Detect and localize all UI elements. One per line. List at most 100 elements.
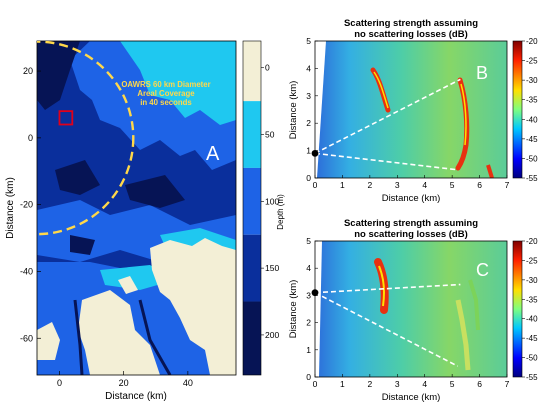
c-x-tick-label: 2 (367, 379, 372, 389)
depth-colorbar-tick-label: 200 (265, 330, 279, 340)
b-y-tick-label: 2 (306, 118, 311, 128)
depth-colorbar-tick-label: 50 (265, 130, 275, 140)
depth-colorbar-band (243, 301, 261, 375)
depth-colorbar-band (243, 167, 261, 235)
c-colorbar-tick-label: -50 (526, 354, 538, 363)
c-y-tick-label: 5 (306, 236, 311, 246)
b-title-line-2: no scattering losses (dB) (354, 29, 468, 40)
c-y-axis-label: Distance (km) (288, 280, 299, 339)
b-beam-edge-upper (314, 78, 461, 155)
bathymetry-map (37, 41, 236, 375)
c-beam-edge-upper (314, 283, 461, 294)
c-x-tick-label: 3 (395, 379, 400, 389)
panel-label-c: C (476, 260, 489, 280)
b-y-tick-label: 5 (306, 36, 311, 46)
depth-colorbar-tick-label: 100 (265, 196, 279, 206)
c-x-tick-label: 7 (505, 379, 510, 389)
b-source-marker (311, 149, 319, 157)
depth-colorbar-band (243, 234, 261, 302)
b-colorbar-tick-label: -45 (526, 135, 538, 144)
b-x-tick-label: 0 (313, 180, 318, 190)
scattering-panel-c: Scattering strength assuming no scatteri… (288, 218, 538, 403)
b-colorbar-tick-label: -40 (526, 115, 538, 124)
c-y-tick-label: 3 (306, 290, 311, 300)
depth-colorbar-frame (242, 40, 262, 376)
b-x-axis-label: Distance (km) (382, 193, 441, 204)
b-y-axis-label: Distance (km) (288, 81, 299, 140)
b-colorbar-tick-label: -25 (526, 57, 538, 66)
b-title-line-1: Scattering strength assuming (344, 18, 478, 29)
a-y-axis-label: Distance (km) (5, 177, 16, 239)
bathymetry-panel: OAWRS 60 km Diameter Areal Coverage in 4… (5, 40, 285, 402)
b-y-tick-label: 3 (306, 91, 311, 101)
c-colorbar-tick-label: -25 (526, 256, 538, 265)
c-y-ticks: 0 1 2 3 4 5 (306, 236, 318, 382)
c-x-axis-label: Distance (km) (382, 392, 441, 403)
c-source-marker (311, 289, 319, 297)
b-x-tick-label: 1 (340, 180, 345, 190)
b-colorbar-tick-label: -50 (526, 154, 538, 163)
a-y-tick-label: 20 (23, 66, 33, 76)
c-title-line-2: no scattering losses (dB) (354, 229, 468, 240)
b-x-tick-label: 2 (367, 180, 372, 190)
a-y-ticks: 20 0 -20 -40 -60 (20, 66, 41, 343)
depth-colorbar: 0 50 100 150 200 (242, 40, 279, 376)
b-colorbar-tick-label: -30 (526, 76, 538, 85)
coverage-circle (37, 41, 135, 236)
panel-label-a: A (206, 143, 220, 165)
b-sonar-image (315, 41, 507, 178)
c-colorbar-ticks: -20 -25 -30 -35 -40 -45 -50 -55 (522, 237, 538, 382)
c-x-tick-label: 6 (477, 379, 482, 389)
b-y-tick-label: 0 (306, 173, 311, 183)
b-colorbar-tick-label: -20 (526, 37, 538, 46)
depth-colorbar-band (243, 41, 261, 102)
a-y-tick-label: -60 (20, 333, 33, 343)
c-y-tick-label: 0 (306, 372, 311, 382)
panel-label-b: B (476, 63, 488, 83)
annotation-line-2: Areal Coverage (137, 89, 195, 98)
c-beam-edge-lower (314, 291, 458, 367)
b-x-tick-label: 7 (505, 180, 510, 190)
a-y-tick-label: -40 (20, 266, 33, 276)
depth-colorbar-band (243, 101, 261, 168)
scattering-panel-b: Scattering strength assuming no scatteri… (288, 18, 538, 204)
c-x-tick-label: 4 (422, 379, 427, 389)
b-colorbar-tick-label: -35 (526, 96, 538, 105)
b-x-tick-label: 5 (450, 180, 455, 190)
marker-square (58, 110, 74, 126)
c-x-tick-label: 5 (450, 379, 455, 389)
depth-colorbar-label: Depth (m) (276, 194, 285, 230)
c-colorbar-tick-label: -55 (526, 373, 538, 382)
b-colorbar (512, 40, 523, 179)
a-y-tick-label: -20 (20, 200, 33, 210)
annotation-line-3: in 40 seconds (140, 98, 192, 107)
a-x-axis-label: Distance (km) (105, 391, 167, 402)
c-title-line-1: Scattering strength assuming (344, 218, 478, 229)
c-colorbar-tick-label: -40 (526, 315, 538, 324)
c-colorbar-tick-label: -35 (526, 295, 538, 304)
depth-colorbar-tick-label: 150 (265, 263, 279, 273)
depth-colorbar-tick-label: 0 (265, 63, 270, 73)
c-x-tick-label: 1 (340, 379, 345, 389)
b-y-tick-label: 1 (306, 146, 311, 156)
c-colorbar (512, 240, 523, 378)
c-y-tick-label: 2 (306, 318, 311, 328)
c-colorbar-tick-label: -30 (526, 276, 538, 285)
c-colorbar-tick-label: -20 (526, 237, 538, 246)
b-y-tick-label: 4 (306, 63, 311, 73)
a-x-tick-label: 40 (183, 378, 193, 388)
b-x-tick-label: 6 (477, 180, 482, 190)
c-y-tick-label: 4 (306, 263, 311, 273)
c-colorbar-tick-label: -45 (526, 334, 538, 343)
c-x-tick-label: 0 (313, 379, 318, 389)
b-x-tick-label: 4 (422, 180, 427, 190)
b-colorbar-ticks: -20 -25 -30 -35 -40 -45 -50 -55 (522, 37, 538, 183)
c-y-tick-label: 1 (306, 345, 311, 355)
b-colorbar-tick-label: -55 (526, 174, 538, 183)
c-x-ticks: 0 1 2 3 4 5 6 7 (313, 374, 510, 389)
annotation-line-1: OAWRS 60 km Diameter (121, 80, 210, 89)
a-y-tick-label: 0 (28, 133, 33, 143)
b-x-ticks: 0 1 2 3 4 5 6 7 (313, 175, 510, 190)
a-x-tick-label: 20 (119, 378, 129, 388)
